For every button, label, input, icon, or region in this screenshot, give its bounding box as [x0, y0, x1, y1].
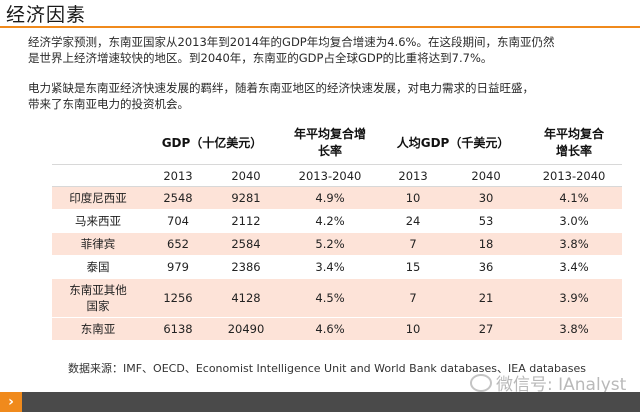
country-line: 东南亚其他 — [69, 283, 127, 297]
country-line: 国家 — [86, 299, 110, 313]
paragraph-line: 经济学家预测，东南亚国家从2013年到2014年的GDP年均复合增速为4.6%。… — [28, 35, 555, 49]
header-line: 增长率 — [556, 144, 593, 158]
table-row: 东南亚其他 国家 1256 4128 4.5% 7 21 3.9% — [52, 278, 623, 318]
header-empty-cell — [52, 122, 144, 165]
value-cell: 9281 — [212, 186, 281, 210]
country-cell: 马来西亚 — [52, 209, 144, 233]
country-cell: 东南亚其他 国家 — [52, 278, 144, 318]
value-cell: 3.4% — [526, 255, 623, 279]
value-cell: 7 — [380, 232, 447, 256]
value-cell: 3.9% — [526, 278, 623, 318]
table-row: 马来西亚 704 2112 4.2% 24 53 3.0% — [52, 209, 623, 233]
table-row: 东南亚 6138 20490 4.6% 10 27 3.8% — [52, 317, 623, 341]
country-cell: 东南亚 — [52, 317, 144, 341]
page-title: 经济因素 — [6, 4, 87, 26]
table-header-row: GDP（十亿美元） 年平均复合增 长率 人均GDP（千美元） 年平均复合 增长率 — [52, 122, 622, 165]
table-row: 印度尼西亚 2548 9281 4.9% 10 30 4.1% — [52, 186, 623, 210]
subheader-cell: 2040 — [446, 164, 527, 187]
header-gdp-cagr: 年平均复合增 长率 — [280, 122, 380, 165]
subheader-cell: 2013-2040 — [280, 164, 381, 187]
country-cell: 印度尼西亚 — [52, 186, 144, 210]
value-cell: 1256 — [144, 278, 212, 318]
gdp-table: GDP（十亿美元） 年平均复合增 长率 人均GDP（千美元） 年平均复合 增长率… — [52, 122, 623, 341]
paragraph-line: 电力紧缺是东南亚经济快速发展的羁绊，随着东南亚地区的经济快速发展，对电力需求的日… — [28, 81, 534, 95]
country-cell: 泰国 — [52, 255, 144, 279]
header-per-capita-cagr: 年平均复合 增长率 — [526, 122, 622, 165]
subheader-cell: 2013 — [380, 164, 447, 187]
value-cell: 4.5% — [280, 278, 381, 318]
header-line: 年平均复合 — [544, 127, 605, 141]
value-cell: 53 — [446, 209, 527, 233]
header-per-capita: 人均GDP（千美元） — [396, 135, 510, 150]
subheader-cell: 2040 — [212, 164, 281, 187]
watermark-text: 微信号: IAnalyst — [496, 375, 627, 395]
header-line: 长率 — [318, 144, 343, 158]
source-note: 数据来源：IMF、OECD、Economist Intelligence Uni… — [68, 362, 586, 375]
paragraph-power-shortage: 电力紧缺是东南亚经济快速发展的羁绊，随着东南亚地区的经济快速发展，对电力需求的日… — [28, 80, 638, 112]
value-cell: 2584 — [212, 232, 281, 256]
header-gdp: GDP（十亿美元） — [161, 135, 263, 150]
value-cell: 4.2% — [280, 209, 381, 233]
table-row: 菲律宾 652 2584 5.2% 7 18 3.8% — [52, 232, 623, 256]
value-cell: 36 — [446, 255, 527, 279]
value-cell: 704 — [144, 209, 212, 233]
header-line: 年平均复合增 — [294, 127, 367, 141]
value-cell: 24 — [380, 209, 447, 233]
paragraph-line: 带来了东南亚电力的投资机会。 — [28, 97, 189, 111]
value-cell: 3.8% — [526, 232, 623, 256]
subheader-cell: 2013 — [144, 164, 212, 187]
value-cell: 10 — [380, 186, 447, 210]
value-cell: 30 — [446, 186, 527, 210]
value-cell: 6138 — [144, 317, 212, 341]
value-cell: 4.1% — [526, 186, 623, 210]
value-cell: 4128 — [212, 278, 281, 318]
value-cell: 10 — [380, 317, 447, 341]
value-cell: 4.6% — [280, 317, 381, 341]
value-cell: 2386 — [212, 255, 281, 279]
watermark: 微信号: IAnalyst — [470, 370, 626, 395]
value-cell: 4.9% — [280, 186, 381, 210]
value-cell: 2112 — [212, 209, 281, 233]
next-arrow-icon[interactable]: › — [0, 392, 22, 412]
country-cell: 菲律宾 — [52, 232, 144, 256]
value-cell: 18 — [446, 232, 527, 256]
bottom-bar — [0, 392, 640, 412]
wechat-icon — [470, 373, 492, 392]
value-cell: 21 — [446, 278, 527, 318]
paragraph-line: 是世界上经济增速较快的地区。到2040年，东南亚的GDP占全球GDP的比重将达到… — [28, 51, 493, 65]
subheader-empty-cell — [52, 164, 144, 187]
value-cell: 3.8% — [526, 317, 623, 341]
table-row: 泰国 979 2386 3.4% 15 36 3.4% — [52, 255, 623, 279]
value-cell: 5.2% — [280, 232, 381, 256]
value-cell: 2548 — [144, 186, 212, 210]
subheader-cell: 2013-2040 — [526, 164, 623, 187]
value-cell: 3.0% — [526, 209, 623, 233]
value-cell: 20490 — [212, 317, 281, 341]
value-cell: 3.4% — [280, 255, 381, 279]
value-cell: 652 — [144, 232, 212, 256]
title-divider — [0, 26, 640, 28]
value-cell: 15 — [380, 255, 447, 279]
value-cell: 27 — [446, 317, 527, 341]
paragraph-gdp-forecast: 经济学家预测，东南亚国家从2013年到2014年的GDP年均复合增速为4.6%。… — [28, 34, 638, 66]
value-cell: 979 — [144, 255, 212, 279]
value-cell: 7 — [380, 278, 447, 318]
table-subheader-row: 2013 2040 2013-2040 2013 2040 2013-2040 — [52, 164, 623, 187]
